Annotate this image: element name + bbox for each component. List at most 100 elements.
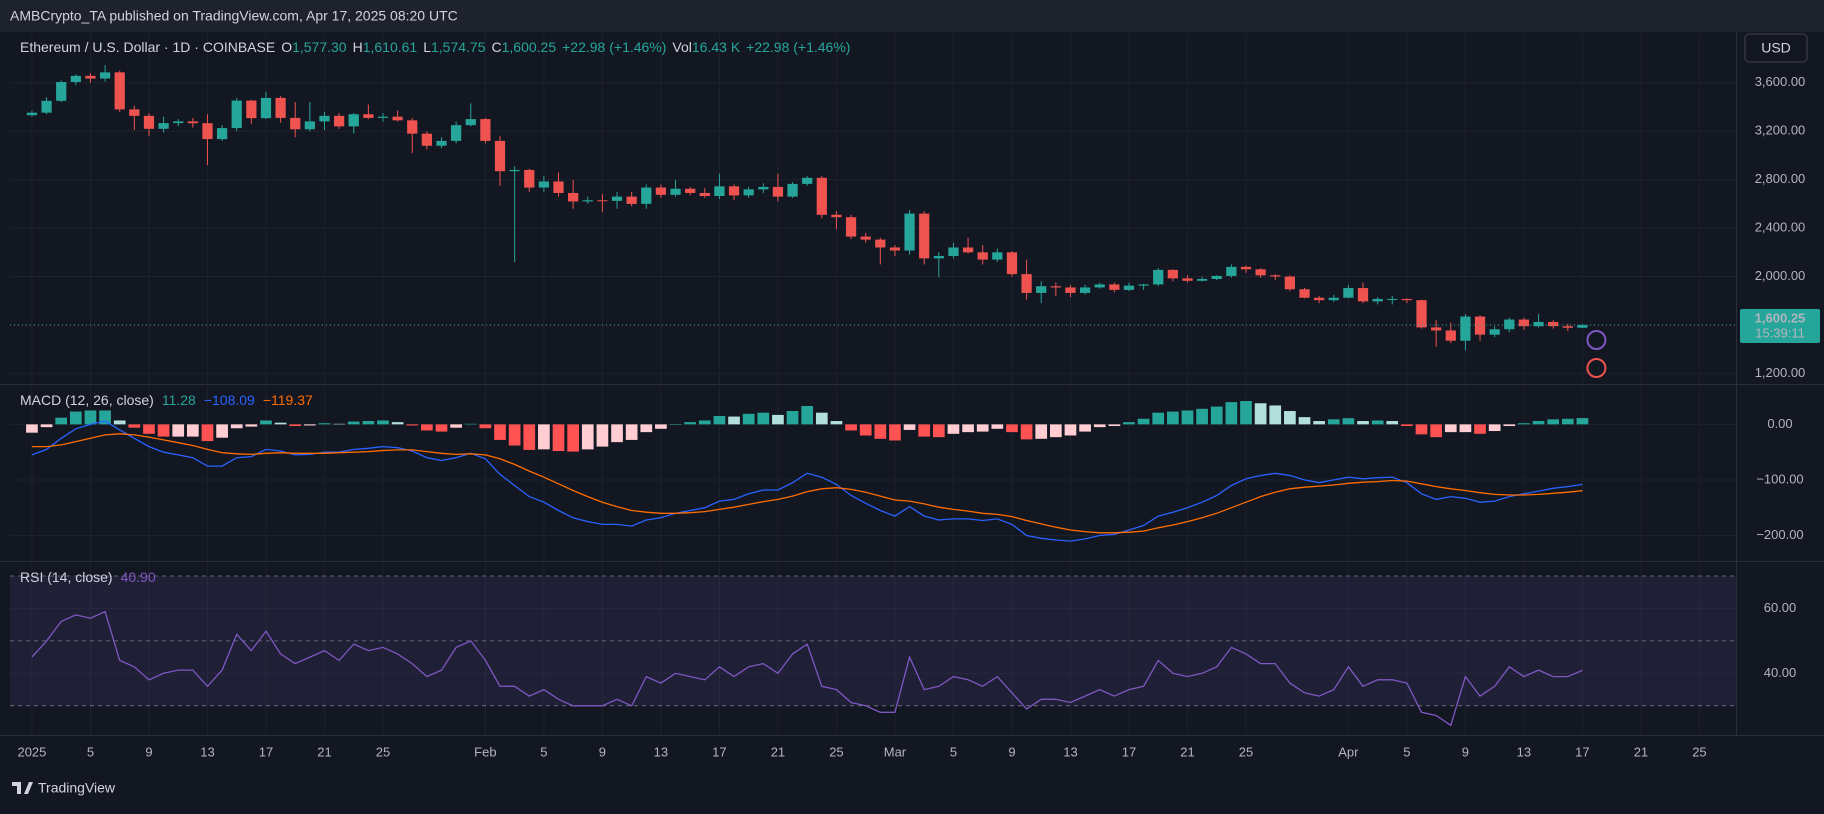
candle-body <box>816 177 827 215</box>
macd-histogram-bar <box>1474 424 1486 434</box>
candle-body <box>173 121 184 124</box>
candle-body <box>480 119 491 141</box>
brand: TradingView <box>12 780 116 796</box>
candle-body <box>1504 319 1515 330</box>
x-tick-label: 13 <box>654 744 668 759</box>
candle-body <box>670 188 681 195</box>
hist-value: 11.28 <box>162 392 196 408</box>
candle-body <box>1533 321 1544 327</box>
candle-body <box>392 116 403 121</box>
x-tick-label: 25 <box>376 744 390 759</box>
macd-histogram-bar <box>508 424 521 446</box>
macd-histogram-bar <box>611 424 623 443</box>
x-tick-label: 5 <box>540 744 547 759</box>
macd-histogram-bar <box>1093 424 1106 428</box>
rsi-legend: RSI (14, close) 40.90 <box>20 569 156 585</box>
macd-histogram-bar <box>889 424 901 441</box>
macd-histogram-bar <box>216 424 228 438</box>
candle-body <box>1153 269 1164 285</box>
candle-body <box>70 75 81 83</box>
candle-body <box>1431 327 1442 331</box>
macd-histogram-bar <box>201 424 214 442</box>
x-tick-label: 13 <box>1063 744 1077 759</box>
currency-label[interactable]: USD <box>1761 40 1791 56</box>
candle-body <box>626 196 637 204</box>
macd-histogram-bar <box>757 412 770 425</box>
candle-body <box>1284 276 1295 290</box>
y-tick-label: 60.00 <box>1764 600 1797 615</box>
currency-button[interactable] <box>1744 33 1808 63</box>
y-tick-label: 2,400.00 <box>1755 220 1806 235</box>
candle-body <box>1065 287 1076 293</box>
candle-body <box>1006 252 1018 275</box>
candle-body <box>143 115 155 129</box>
macd-histogram-bar <box>1561 418 1574 425</box>
macd-histogram-bar <box>1284 411 1296 425</box>
candle-body <box>1328 297 1339 301</box>
candle-body <box>743 189 754 196</box>
macd-histogram-bar <box>1167 411 1179 425</box>
x-tick-label: 2025 <box>17 744 46 759</box>
x-tick-label: 5 <box>1403 744 1410 759</box>
x-tick-label: Mar <box>884 744 907 759</box>
countdown-label: 15:39:11 <box>1755 325 1805 340</box>
macd-histogram-bar <box>815 412 828 425</box>
candle-body <box>509 169 520 172</box>
candle-body <box>1226 266 1237 276</box>
macd-histogram-bar <box>1079 424 1091 432</box>
candle-body <box>436 140 447 146</box>
candle-body <box>787 183 798 197</box>
macd-histogram-bar <box>859 424 872 436</box>
candle-body <box>538 181 550 188</box>
macd-histogram-bar <box>69 411 82 425</box>
macd-histogram-bar <box>26 424 38 433</box>
macd-histogram-bar <box>962 424 974 433</box>
candle-body <box>992 252 1003 260</box>
candle-body <box>597 200 608 202</box>
candle-body <box>962 247 974 253</box>
plot-layer: 2025 5 9 13 17 21 25 Feb 5 9 13 17 21 25 Mar 5 9 13 17 21 25… <box>0 32 1824 759</box>
macd-histogram-bar <box>230 424 243 429</box>
candle-body <box>1518 319 1530 327</box>
x-tick-label: 21 <box>771 744 785 759</box>
symbol-legend: Ethereum / U.S. Dollar · 1D · COINBASE O1… <box>20 39 850 55</box>
open-key: O <box>281 39 292 55</box>
y-tick-label: 2,000.00 <box>1755 268 1806 283</box>
vol-key: Vol <box>672 39 691 55</box>
macd-histogram-bar <box>1298 417 1311 425</box>
candle-body <box>260 97 272 119</box>
candle-body <box>728 186 740 196</box>
candle-body <box>319 115 330 122</box>
last-price-label: 1,600.25 <box>1755 310 1806 325</box>
rsi-band <box>10 575 1736 706</box>
signal-value: −119.37 <box>263 392 313 408</box>
candle-body <box>1314 297 1325 301</box>
candle-body <box>977 252 988 260</box>
candle-body <box>451 125 462 141</box>
candle-body <box>348 114 359 127</box>
macd-histogram-bar <box>932 424 945 438</box>
candle-body <box>99 72 111 79</box>
macd-histogram-bar <box>55 417 68 425</box>
candle-body <box>1123 285 1135 290</box>
macd-histogram-bar <box>464 423 477 425</box>
macd-histogram-bar <box>391 422 404 425</box>
macd-histogram-bar <box>128 424 141 428</box>
macd-histogram-bar <box>918 424 931 437</box>
macd-histogram-bar <box>1430 424 1442 438</box>
macd-histogram-bar <box>538 424 550 450</box>
candle-body <box>758 186 769 190</box>
y-tick-label: 3,600.00 <box>1755 74 1806 89</box>
candle-body <box>1079 287 1091 293</box>
x-tick-label: Apr <box>1338 744 1359 759</box>
macd-histogram-bar <box>1357 421 1369 425</box>
macd-histogram-bar <box>669 424 682 425</box>
macd-histogram-bar <box>40 424 53 428</box>
candle-body <box>1182 278 1193 281</box>
x-tick-label: 21 <box>1180 744 1194 759</box>
x-tick-label: 25 <box>1692 744 1706 759</box>
candle-body <box>363 114 374 118</box>
macd-histogram-bar <box>260 420 272 425</box>
rsi-value: 40.90 <box>121 569 156 585</box>
candle-body <box>933 255 944 259</box>
